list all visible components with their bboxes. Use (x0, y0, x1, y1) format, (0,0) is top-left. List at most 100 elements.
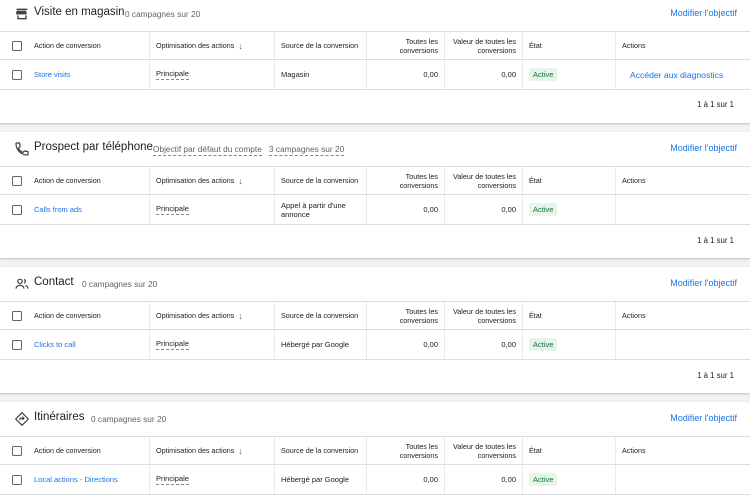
goal-card-store-visit: Visite en magasin 0 campagnes sur 20 Mod… (0, 0, 750, 123)
col-optimisation-label: Optimisation des actions (156, 311, 235, 320)
col-status: État (523, 437, 616, 464)
cell-optimisation: Principale (150, 465, 275, 494)
cell-status: Active (523, 330, 616, 359)
col-source: Source de la conversion (275, 437, 367, 464)
conversion-action-link[interactable]: Clicks to call (34, 340, 76, 349)
col-all-value: Valeur de toutes les conversions (445, 32, 523, 59)
col-optimisation[interactable]: Optimisation des actions ↓ (150, 437, 275, 464)
optimisation-value[interactable]: Principale (156, 69, 189, 80)
goal-card-contact: Contact 0 campagnes sur 20 Modifier l'ob… (0, 267, 750, 393)
row-checkbox[interactable] (12, 205, 22, 215)
col-all-conversions: Toutes les conversions (367, 437, 445, 464)
col-actions: Actions (622, 446, 646, 455)
col-all-conversions: Toutes les conversions (367, 302, 445, 329)
goal-card-phone-lead: Prospect par téléphone Objectif par défa… (0, 132, 750, 258)
campaign-count: 0 campagnes sur 20 (82, 279, 158, 289)
goal-card-directions: Itinéraires 0 campagnes sur 20 Modifier … (0, 402, 750, 500)
row-checkbox[interactable] (12, 340, 22, 350)
conversion-action-link[interactable]: Local actions - Directions (34, 475, 118, 484)
cell-action: Store visits (28, 60, 150, 89)
edit-goal-link[interactable]: Modifier l'objectif (670, 413, 737, 423)
status-badge: Active (529, 338, 558, 351)
optimisation-value[interactable]: Principale (156, 339, 189, 350)
conversion-action-link[interactable]: Calls from ads (34, 205, 82, 214)
col-optimisation[interactable]: Optimisation des actions ↓ (150, 167, 275, 194)
optimisation-value[interactable]: Principale (156, 474, 189, 485)
cell-all-conversions: 0,00 (367, 195, 445, 224)
status-badge: Active (529, 68, 558, 81)
row-checkbox[interactable] (12, 475, 22, 485)
contacts-icon (15, 278, 29, 289)
phone-icon (15, 142, 29, 156)
edit-goal-link[interactable]: Modifier l'objectif (670, 143, 737, 153)
goal-title: Itinéraires (34, 411, 85, 423)
table-header: Action de conversion Optimisation des ac… (0, 166, 750, 195)
cell-status: Active (523, 465, 616, 494)
cell-status: Active (523, 60, 616, 89)
cell-all-conversions: 0,00 (367, 465, 445, 494)
col-actions: Actions (622, 311, 646, 320)
col-action: Action de conversion (28, 167, 150, 194)
col-optimisation[interactable]: Optimisation des actions ↓ (150, 32, 275, 59)
col-source: Source de la conversion (275, 32, 367, 59)
sort-down-arrow-icon: ↓ (238, 175, 243, 186)
edit-goal-link[interactable]: Modifier l'objectif (670, 278, 737, 288)
col-all-value: Valeur de toutes les conversions (445, 167, 523, 194)
row-checkbox[interactable] (12, 70, 22, 80)
table-header: Action de conversion Optimisation des ac… (0, 301, 750, 330)
col-optimisation[interactable]: Optimisation des actions ↓ (150, 302, 275, 329)
cell-all-conversions: 0,00 (367, 330, 445, 359)
default-goal-label: Objectif par défaut du compte (153, 144, 262, 156)
optimisation-value[interactable]: Principale (156, 204, 189, 215)
campaign-count[interactable]: 3 campagnes sur 20 (269, 144, 345, 156)
goal-card-header: Contact 0 campagnes sur 20 Modifier l'ob… (0, 270, 750, 300)
col-optimisation-label: Optimisation des actions (156, 41, 235, 50)
goal-card-header: Visite en magasin 0 campagnes sur 20 Mod… (0, 0, 750, 30)
col-actions: Actions (622, 41, 646, 50)
col-optimisation-label: Optimisation des actions (156, 446, 235, 455)
sort-down-arrow-icon: ↓ (238, 310, 243, 321)
diagnostics-link[interactable]: Accéder aux diagnostics (630, 69, 724, 80)
cell-source: Hébergé par Google (275, 465, 367, 494)
cell-optimisation: Principale (150, 60, 275, 89)
select-all-checkbox[interactable] (12, 176, 22, 186)
cell-actions (616, 465, 750, 494)
col-action: Action de conversion (28, 302, 150, 329)
cell-actions (616, 195, 750, 224)
sort-down-arrow-icon: ↓ (238, 40, 243, 51)
goal-card-header: Prospect par téléphone Objectif par défa… (0, 135, 750, 165)
col-all-conversions: Toutes les conversions (367, 32, 445, 59)
cell-optimisation: Principale (150, 195, 275, 224)
cell-actions (616, 330, 750, 359)
cell-action: Local actions - Directions (28, 465, 150, 494)
col-source: Source de la conversion (275, 302, 367, 329)
select-all-checkbox[interactable] (12, 311, 22, 321)
cell-status: Active (523, 195, 616, 224)
pagination-info: 1 à 1 sur 1 (697, 236, 734, 245)
select-all-checkbox[interactable] (12, 446, 22, 456)
conversion-action-link[interactable]: Store visits (34, 70, 71, 79)
select-all-checkbox[interactable] (12, 41, 22, 51)
table-row: Calls from ads Principale Appel à partir… (0, 195, 750, 225)
edit-goal-link[interactable]: Modifier l'objectif (670, 8, 737, 18)
cell-all-value: 0,00 (445, 195, 523, 224)
col-status: État (523, 167, 616, 194)
cell-source: Appel à partir d'une annonce (275, 195, 367, 224)
col-status: État (523, 302, 616, 329)
cell-source: Hébergé par Google (275, 330, 367, 359)
col-optimisation-label: Optimisation des actions (156, 176, 235, 185)
table-row: Clicks to call Principale Hébergé par Go… (0, 330, 750, 360)
col-source: Source de la conversion (275, 167, 367, 194)
table-row: Local actions - Directions Principale Hé… (0, 465, 750, 495)
cell-action: Calls from ads (28, 195, 150, 224)
store-icon (16, 8, 28, 20)
directions-icon (15, 412, 29, 426)
campaign-count: 0 campagnes sur 20 (125, 9, 201, 19)
pagination-info: 1 à 1 sur 1 (697, 100, 734, 109)
status-badge: Active (529, 203, 558, 216)
col-action: Action de conversion (28, 32, 150, 59)
goal-title: Contact (34, 276, 74, 288)
col-actions: Actions (622, 176, 646, 185)
goal-card-header: Itinéraires 0 campagnes sur 20 Modifier … (0, 405, 750, 435)
goal-title: Visite en magasin (34, 6, 125, 18)
